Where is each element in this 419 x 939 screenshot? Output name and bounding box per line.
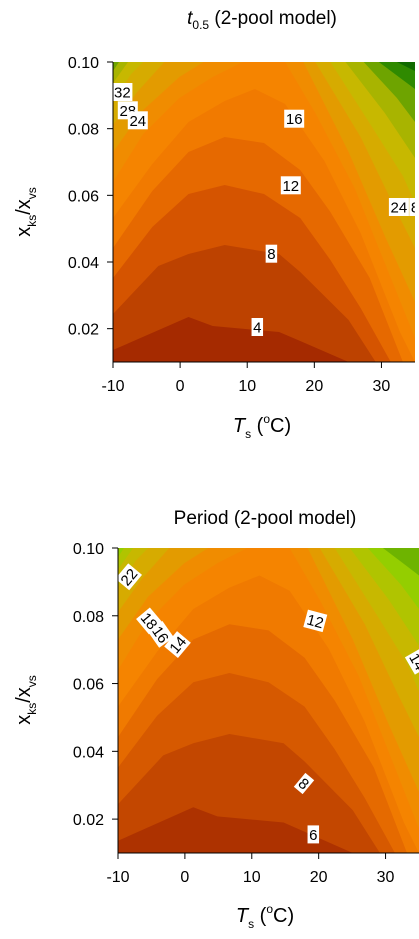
contour-label: 4 (251, 318, 264, 337)
contour-label: 32 (113, 83, 133, 102)
chart-top-title: t0.5 (2-pool model) (187, 8, 337, 32)
x-tick-label: 0 (180, 869, 189, 886)
x-tick-label: 30 (373, 378, 391, 395)
contour-label: 8 (265, 244, 278, 263)
svg-text:32: 32 (114, 85, 131, 102)
contour-band (113, 62, 415, 302)
contour-label: 6 (307, 825, 320, 844)
y-tick-label: 0.08 (68, 122, 99, 139)
contour-labels: 322824161284248 (113, 83, 419, 337)
x-tick-label: 20 (305, 378, 323, 395)
contour-fills (118, 548, 419, 853)
svg-text:16: 16 (148, 623, 171, 646)
svg-text:6: 6 (309, 827, 317, 844)
contour-band (118, 548, 419, 792)
contour-band (118, 548, 419, 576)
svg-text:24: 24 (129, 113, 146, 130)
y-axis-label: xks/xvs (13, 675, 39, 725)
x-tick-label: 0 (176, 378, 185, 395)
chart-bottom-title: Period (2-pool model) (174, 508, 357, 529)
y-tick-label: 0.02 (73, 812, 104, 829)
axis-ticks: -10 0 10 20 30 0.02 0.04 0.06 0.08 0.10 (68, 55, 391, 395)
contour-fills (113, 62, 415, 362)
x-axis-label: Ts (oC) (233, 412, 291, 441)
svg-text:12: 12 (282, 178, 299, 195)
x-tick-label: -10 (106, 869, 129, 886)
contour-label: 12 (280, 176, 301, 195)
svg-text:8: 8 (267, 246, 275, 263)
contour-label: 16 (147, 621, 174, 648)
chart-top: t0.5 (2-pool model) 322824161284248 -100… (13, 8, 419, 441)
contour-band (113, 62, 415, 122)
svg-text:12: 12 (305, 611, 326, 632)
x-tick-label: -10 (101, 378, 124, 395)
svg-text:4: 4 (253, 320, 261, 337)
y-tick-label: 0.06 (68, 188, 99, 205)
contour-label: 16 (284, 109, 305, 128)
x-tick-label: 10 (238, 378, 256, 395)
y-tick-label: 0.04 (73, 744, 104, 761)
svg-text:24: 24 (391, 200, 408, 217)
contour-label: 24 (388, 198, 409, 217)
axis-ticks: -10 0 10 20 30 0.02 0.04 0.06 0.08 0.10 (73, 541, 395, 886)
x-tick-label: 30 (377, 869, 395, 886)
contour-band (113, 62, 415, 89)
contour-label: 22 (118, 563, 143, 591)
y-axis-label: xks/xvs (13, 187, 39, 237)
svg-text:8: 8 (411, 200, 419, 217)
contour-band (118, 548, 419, 609)
contour-label: 14 (164, 631, 191, 659)
contour-label: 8 (409, 198, 419, 217)
contour-label: 24 (127, 111, 148, 130)
y-tick-label: 0.02 (68, 322, 99, 339)
y-tick-label: 0.10 (73, 541, 104, 558)
y-tick-label: 0.08 (73, 609, 104, 626)
y-tick-label: 0.04 (68, 255, 99, 272)
svg-text:16: 16 (286, 111, 303, 128)
y-tick-label: 0.06 (73, 677, 104, 694)
x-axis-label: Ts (oC) (236, 902, 294, 931)
x-tick-label: 10 (243, 869, 261, 886)
y-tick-label: 0.10 (68, 55, 99, 72)
x-tick-label: 20 (310, 869, 328, 886)
contour-label: 12 (303, 609, 328, 632)
